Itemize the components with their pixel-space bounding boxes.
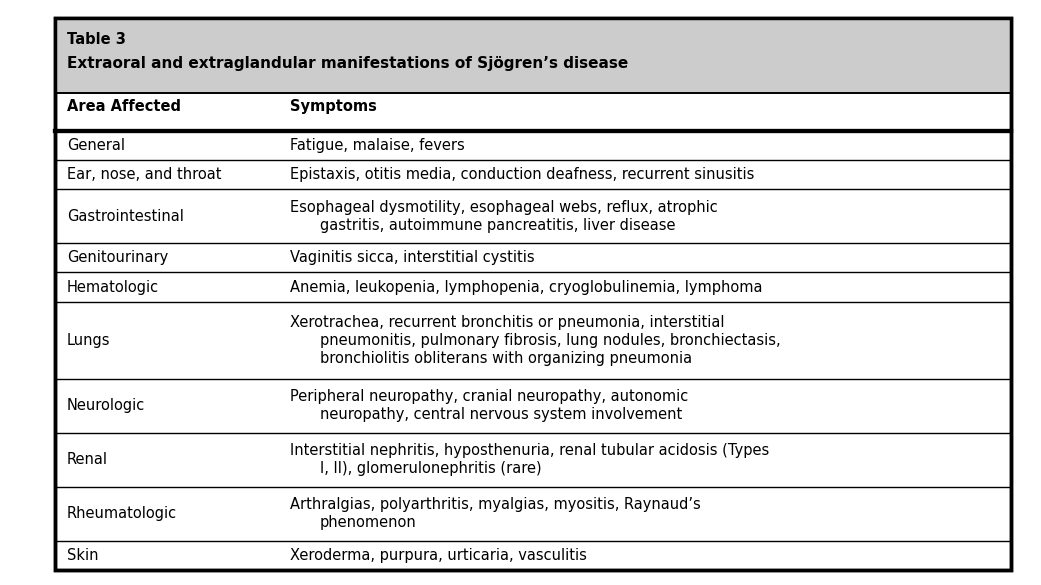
Text: Esophageal dysmotility, esophageal webs, reflux, atrophic: Esophageal dysmotility, esophageal webs,… — [290, 200, 717, 215]
Bar — [55, 18, 1011, 93]
Text: Xeroderma, purpura, urticaria, vasculitis: Xeroderma, purpura, urticaria, vasculiti… — [290, 548, 587, 563]
Text: Arthralgias, polyarthritis, myalgias, myositis, Raynaud’s: Arthralgias, polyarthritis, myalgias, my… — [290, 497, 701, 512]
Text: pneumonitis, pulmonary fibrosis, lung nodules, bronchiectasis,: pneumonitis, pulmonary fibrosis, lung no… — [320, 333, 781, 348]
Text: Table 3: Table 3 — [67, 32, 126, 47]
Text: Epistaxis, otitis media, conduction deafness, recurrent sinusitis: Epistaxis, otitis media, conduction deaf… — [290, 167, 755, 183]
Text: neuropathy, central nervous system involvement: neuropathy, central nervous system invol… — [320, 407, 682, 422]
Text: Renal: Renal — [67, 452, 108, 467]
Text: Lungs: Lungs — [67, 333, 110, 348]
Text: Interstitial nephritis, hyposthenuria, renal tubular acidosis (Types: Interstitial nephritis, hyposthenuria, r… — [290, 443, 769, 459]
Text: Neurologic: Neurologic — [67, 398, 146, 414]
Text: Symptoms: Symptoms — [290, 99, 377, 114]
Text: gastritis, autoimmune pancreatitis, liver disease: gastritis, autoimmune pancreatitis, live… — [320, 218, 676, 233]
Text: Genitourinary: Genitourinary — [67, 250, 169, 266]
Text: Rheumatologic: Rheumatologic — [67, 507, 177, 521]
Text: Extraoral and extraglandular manifestations of Sjögren’s disease: Extraoral and extraglandular manifestati… — [67, 56, 629, 71]
Text: Anemia, leukopenia, lymphopenia, cryoglobulinemia, lymphoma: Anemia, leukopenia, lymphopenia, cryoglo… — [290, 280, 762, 295]
Text: Skin: Skin — [67, 548, 99, 563]
Text: Area Affected: Area Affected — [67, 99, 181, 114]
Text: I, II), glomerulonephritis (rare): I, II), glomerulonephritis (rare) — [320, 462, 541, 476]
Text: phenomenon: phenomenon — [320, 515, 416, 531]
Text: Ear, nose, and throat: Ear, nose, and throat — [67, 167, 222, 183]
Text: Hematologic: Hematologic — [67, 280, 159, 295]
Text: Xerotrachea, recurrent bronchitis or pneumonia, interstitial: Xerotrachea, recurrent bronchitis or pne… — [290, 315, 725, 330]
Text: Gastrointestinal: Gastrointestinal — [67, 209, 184, 224]
Text: Fatigue, malaise, fevers: Fatigue, malaise, fevers — [290, 138, 464, 153]
Text: bronchiolitis obliterans with organizing pneumonia: bronchiolitis obliterans with organizing… — [320, 351, 692, 366]
Text: Peripheral neuropathy, cranial neuropathy, autonomic: Peripheral neuropathy, cranial neuropath… — [290, 390, 688, 404]
Text: General: General — [67, 138, 125, 153]
Text: Vaginitis sicca, interstitial cystitis: Vaginitis sicca, interstitial cystitis — [290, 250, 535, 266]
